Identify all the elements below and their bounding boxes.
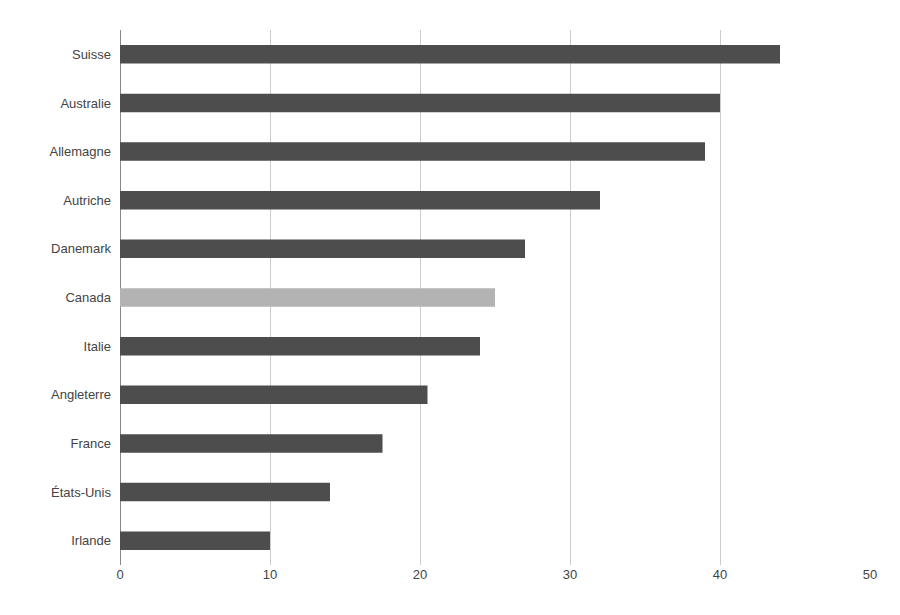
svg-text:Irlande: Irlande — [71, 533, 111, 548]
svg-text:10: 10 — [263, 567, 277, 582]
svg-text:0: 0 — [116, 567, 123, 582]
svg-text:Autriche: Autriche — [63, 193, 111, 208]
svg-text:30: 30 — [563, 567, 577, 582]
svg-text:20: 20 — [413, 567, 427, 582]
svg-text:Suisse: Suisse — [72, 47, 111, 62]
svg-text:Allemagne: Allemagne — [50, 144, 111, 159]
svg-text:États-Unis: États-Unis — [51, 485, 111, 500]
svg-text:40: 40 — [713, 567, 727, 582]
svg-text:Italie: Italie — [84, 339, 111, 354]
svg-text:50: 50 — [863, 567, 877, 582]
svg-text:Angleterre: Angleterre — [51, 387, 111, 402]
svg-text:Canada: Canada — [65, 290, 111, 305]
svg-text:Australie: Australie — [60, 96, 111, 111]
svg-text:Danemark: Danemark — [51, 241, 111, 256]
svg-text:France: France — [71, 436, 111, 451]
